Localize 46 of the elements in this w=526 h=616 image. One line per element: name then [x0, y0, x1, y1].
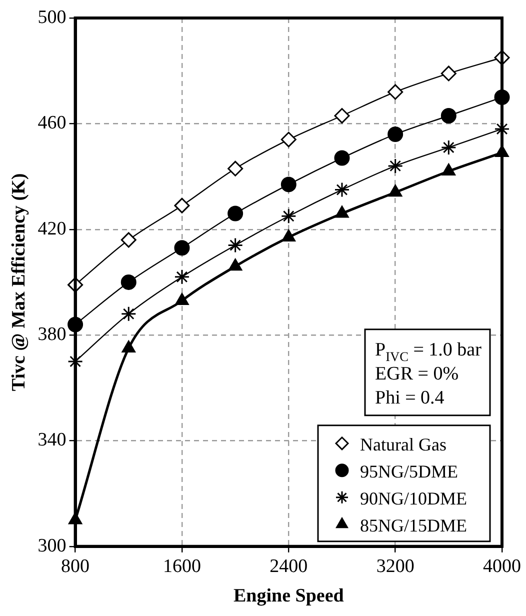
annotation: Phi = 0.4: [375, 387, 445, 408]
point: [228, 206, 244, 222]
y-tick-label: 300: [38, 535, 66, 556]
point: [388, 158, 404, 174]
point: [228, 237, 244, 253]
x-tick-label: 4000: [483, 556, 521, 577]
point: [388, 184, 402, 197]
point: [280, 176, 296, 192]
point: [122, 340, 136, 352]
legend-label: 85NG/15DME: [360, 515, 468, 536]
y-tick-label: 500: [38, 6, 66, 28]
point: [228, 160, 244, 176]
point: [440, 108, 456, 124]
point: [174, 198, 190, 214]
point: [120, 274, 136, 290]
point: [388, 84, 404, 100]
point: [120, 232, 136, 248]
legend-label: Natural Gas: [360, 434, 446, 454]
point: [334, 182, 350, 198]
point: [388, 126, 404, 142]
annotation: EGR = 0%: [375, 363, 459, 384]
legend-label: 90NG/10DME: [360, 488, 468, 508]
x-axis-title: Engine Speed: [233, 586, 344, 607]
x-tick-label: 1600: [162, 556, 201, 577]
x-tick-label: 2400: [270, 556, 308, 577]
point: [440, 66, 456, 82]
y-tick-label: 460: [38, 112, 66, 134]
point: [280, 208, 296, 224]
point: [175, 292, 189, 305]
legend-label: 95NG/5DME: [360, 461, 458, 482]
point: [334, 150, 350, 166]
point: [334, 108, 350, 124]
x-tick-label: 3200: [376, 556, 414, 577]
point: [120, 306, 136, 322]
y-tick-label: 420: [38, 218, 66, 240]
point: [228, 258, 242, 271]
y-tick-label: 380: [38, 324, 66, 346]
point: [282, 230, 296, 242]
x-tick-label: 800: [61, 556, 90, 577]
point: [174, 269, 190, 285]
y-tick-label: 340: [38, 430, 66, 451]
point: [440, 140, 456, 156]
point: [174, 240, 190, 256]
point: [335, 206, 349, 218]
y-axis-title: Tivc @ Max Efficiency (K): [8, 173, 30, 392]
point: [280, 132, 296, 148]
